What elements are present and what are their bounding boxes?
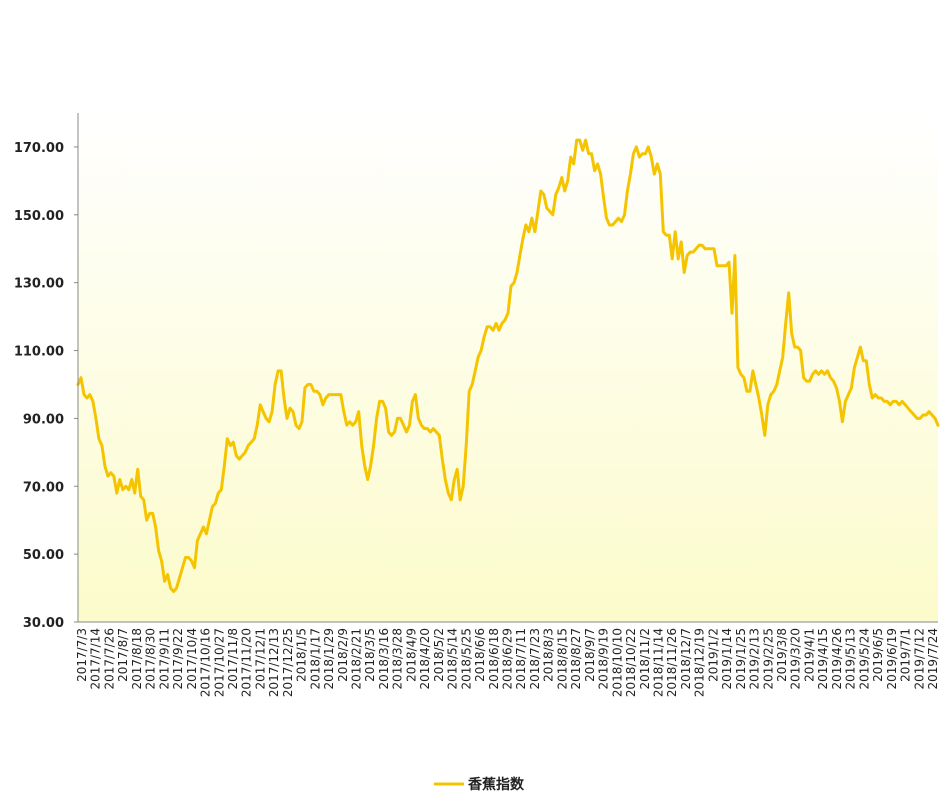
x-tick-label: 2018/1/29	[322, 628, 336, 690]
y-axis-ticks: 30.00 50.00 70.00 90.00 110.00 130.00 150.00 17…	[14, 141, 78, 631]
x-tick-label: 2018/12/19	[693, 628, 707, 697]
x-tick-label: 2018/6/18	[487, 628, 501, 690]
x-tick-label: 2017/12/1	[253, 628, 267, 690]
x-tick-label: 2018/4/20	[418, 628, 432, 690]
x-tick-label: 2019/6/19	[885, 628, 899, 690]
x-tick-label: 2018/10/10	[610, 628, 624, 697]
x-tick-label: 2018/2/9	[336, 628, 350, 682]
y-tick-label: 70.00	[23, 480, 64, 495]
x-tick-label: 2017/7/26	[103, 628, 117, 690]
series-line	[76, 138, 940, 593]
x-tick-label: 2018/11/14	[652, 628, 666, 697]
x-tick-label: 2017/8/7	[116, 628, 130, 682]
x-tick-label: 2018/5/14	[446, 628, 460, 690]
x-tick-label: 2018/12/7	[679, 628, 693, 690]
x-tick-label: 2019/5/24	[857, 628, 871, 690]
series-layer	[76, 138, 940, 593]
x-tick-label: 2018/8/27	[569, 628, 583, 690]
x-axis-ticks: 2017/7/3 2017/7/14 2017/7/26 2017/8/7 2017/8…	[75, 628, 940, 697]
y-tick-label: 110.00	[14, 345, 64, 360]
x-tick-label: 2018/4/9	[404, 628, 418, 682]
x-tick-label: 2019/3/8	[775, 628, 789, 682]
x-tick-label: 2017/12/25	[281, 628, 295, 697]
x-tick-label: 2017/10/16	[199, 628, 213, 697]
x-tick-label: 2017/9/11	[157, 628, 171, 690]
x-tick-label: 2018/3/28	[391, 628, 405, 690]
x-tick-label: 2017/7/14	[89, 628, 103, 690]
x-tick-label: 2019/7/12	[912, 628, 926, 690]
x-tick-label: 2018/9/7	[583, 628, 597, 682]
x-tick-label: 2019/7/1	[899, 628, 913, 682]
x-tick-label: 2018/8/3	[542, 628, 556, 682]
y-tick-label: 150.00	[14, 209, 64, 224]
x-tick-label: 2018/2/21	[350, 628, 364, 690]
x-tick-label: 2017/10/4	[185, 628, 199, 690]
x-tick-label: 2018/7/11	[514, 628, 528, 690]
x-tick-label: 2018/11/26	[665, 628, 679, 697]
legend-label: 香蕉指数	[467, 776, 525, 793]
x-tick-label: 2017/8/30	[144, 628, 158, 690]
x-tick-label: 2019/3/20	[789, 628, 803, 690]
x-tick-label: 2017/10/27	[212, 628, 226, 697]
x-tick-label: 2017/11/8	[226, 628, 240, 690]
x-tick-label: 2018/5/25	[459, 628, 473, 690]
x-tick-label: 2018/6/29	[501, 628, 515, 690]
y-tick-label: 170.00	[14, 141, 64, 156]
y-tick-label: 30.00	[23, 616, 64, 631]
x-tick-label: 2019/7/24	[926, 628, 940, 690]
x-tick-label: 2017/7/3	[75, 628, 89, 682]
x-tick-label: 2017/12/13	[267, 628, 281, 697]
x-tick-label: 2019/1/25	[734, 628, 748, 690]
x-tick-label: 2018/9/19	[597, 628, 611, 690]
x-tick-label: 2018/3/16	[377, 628, 391, 690]
y-tick-label: 90.00	[23, 412, 64, 427]
x-tick-label: 2018/10/22	[624, 628, 638, 697]
x-tick-label: 2019/4/26	[830, 628, 844, 690]
x-tick-label: 2019/4/15	[816, 628, 830, 690]
x-tick-label: 2019/1/14	[720, 628, 734, 690]
legend: 香蕉指数	[434, 776, 525, 793]
x-tick-label: 2018/5/2	[432, 628, 446, 682]
x-tick-label: 2018/7/23	[528, 628, 542, 690]
x-tick-label: 2019/1/2	[706, 628, 720, 682]
x-tick-label: 2018/3/5	[363, 628, 377, 682]
x-tick-label: 2019/2/13	[748, 628, 762, 690]
x-tick-label: 2019/2/25	[761, 628, 775, 690]
y-tick-label: 50.00	[23, 548, 64, 563]
x-tick-label: 2019/4/1	[803, 628, 817, 682]
x-tick-label: 2018/8/15	[555, 628, 569, 690]
x-tick-label: 2018/1/5	[295, 628, 309, 682]
x-tick-label: 2019/6/5	[871, 628, 885, 682]
x-tick-label: 2017/11/20	[240, 628, 254, 697]
plot-background	[78, 113, 938, 622]
x-tick-label: 2018/1/17	[308, 628, 322, 690]
x-tick-label: 2018/11/2	[638, 628, 652, 690]
x-tick-label: 2019/5/13	[844, 628, 858, 690]
y-tick-label: 130.00	[14, 277, 64, 292]
x-tick-label: 2017/9/22	[171, 628, 185, 690]
x-tick-label: 2018/6/6	[473, 628, 487, 682]
x-tick-label: 2017/8/18	[130, 628, 144, 690]
